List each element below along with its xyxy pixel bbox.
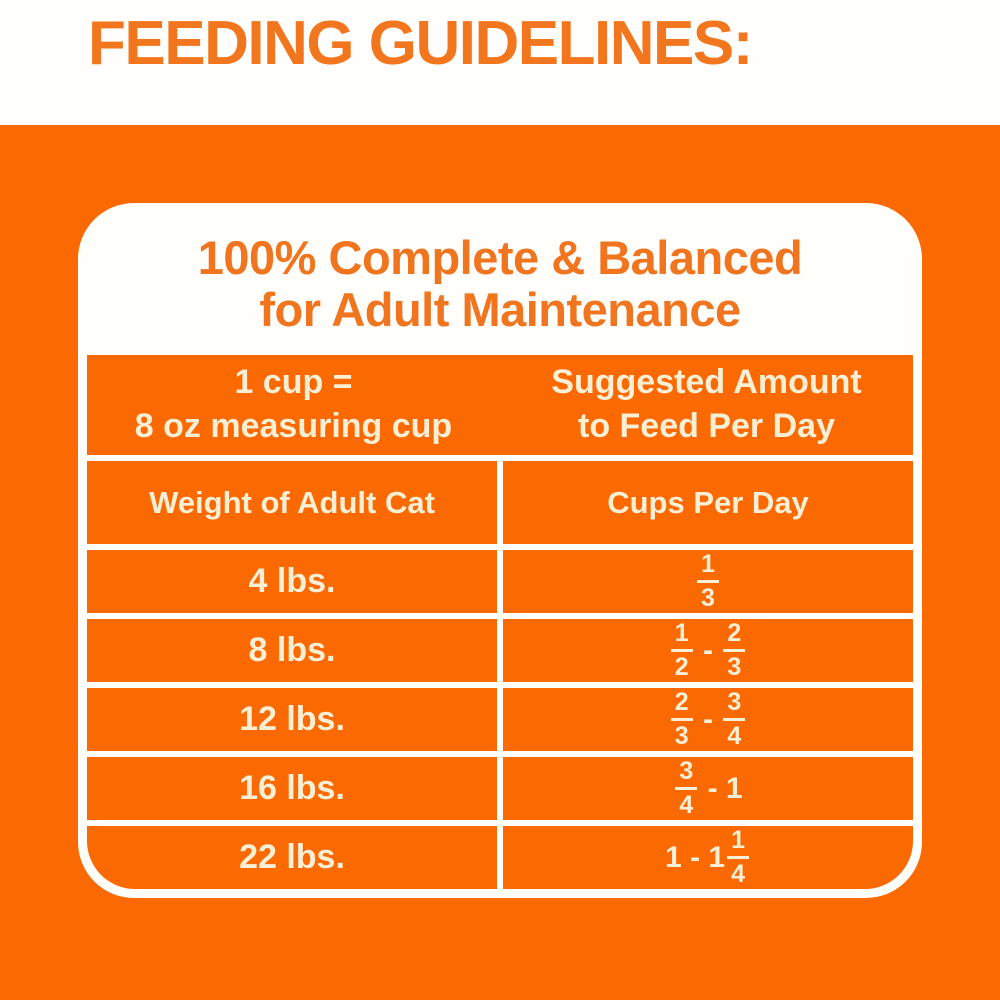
card-heading-line-2: for Adult Maintenance <box>259 282 741 336</box>
fraction-denominator: 4 <box>727 722 742 750</box>
column-header-cups: Cups Per Day <box>503 461 913 544</box>
suggested-amount-line-1: Suggested Amount <box>551 363 862 402</box>
fraction-numerator: 3 <box>723 690 746 721</box>
card-heading-line-1: 100% Complete & Balanced <box>197 230 803 284</box>
amount-text: 1 - 1 <box>665 840 726 874</box>
merged-header-row: 1 cup = 8 oz measuring cup Suggested Amo… <box>87 355 913 455</box>
merged-header-cell: 1 cup = 8 oz measuring cup Suggested Amo… <box>87 355 913 455</box>
suggested-amount-line-2: to Feed Per Day <box>578 407 835 445</box>
cup-definition-line-2: 8 oz measuring cup <box>134 407 453 445</box>
fraction-denominator: 2 <box>674 653 689 681</box>
column-header-weight: Weight of Adult Cat <box>87 461 497 544</box>
amount-text: - 1 <box>699 771 743 805</box>
amount-text: - <box>694 702 722 736</box>
weight-cell: 4 lbs. <box>87 550 497 613</box>
weight-cell: 12 lbs. <box>87 688 497 751</box>
cup-definition: 1 cup = 8 oz measuring cup <box>87 361 500 448</box>
fraction-numerator: 1 <box>670 621 693 652</box>
amount-text: - <box>694 633 722 667</box>
weight-cell: 8 lbs. <box>87 619 497 682</box>
column-header-row: Weight of Adult Cat Cups Per Day <box>87 461 913 544</box>
card-heading: 100% Complete & Balanced for Adult Maint… <box>87 212 913 355</box>
fraction-numerator: 1 <box>727 828 749 859</box>
fraction-denominator: 3 <box>701 584 715 612</box>
suggested-amount-header: Suggested Amount to Feed Per Day <box>500 361 913 448</box>
fraction-denominator: 3 <box>674 722 689 750</box>
fraction-denominator: 3 <box>727 653 742 681</box>
fraction-numerator: 3 <box>675 759 698 790</box>
fraction-numerator: 1 <box>697 552 719 583</box>
fraction-denominator: 4 <box>731 860 745 888</box>
table-row: 4 lbs. 1 3 <box>87 550 913 613</box>
table-row: 16 lbs. 3 4 - 1 <box>87 757 913 820</box>
cup-definition-line-1: 1 cup = <box>234 363 353 402</box>
page-title: FEEDING GUIDELINES: <box>88 9 753 78</box>
feeding-table: 1 cup = 8 oz measuring cup Suggested Amo… <box>87 355 913 889</box>
weight-cell: 22 lbs. <box>87 826 497 889</box>
weight-cell: 16 lbs. <box>87 757 497 820</box>
orange-panel: 100% Complete & Balanced for Adult Maint… <box>0 125 1000 1000</box>
fraction-denominator: 4 <box>679 791 694 819</box>
fraction-numerator: 2 <box>723 621 746 652</box>
title-strip: FEEDING GUIDELINES: <box>0 0 1000 125</box>
guidelines-card: 100% Complete & Balanced for Adult Maint… <box>78 203 922 898</box>
fraction-numerator: 2 <box>670 690 693 721</box>
